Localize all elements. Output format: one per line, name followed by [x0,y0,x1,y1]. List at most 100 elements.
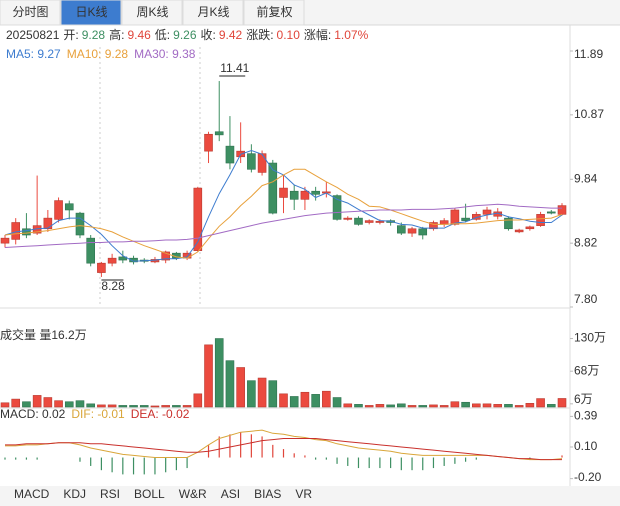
volume-bar [43,397,53,408]
volume-bar [32,395,42,408]
indicator-tab[interactable]: RSI [100,487,120,501]
indicator-tab[interactable]: VR [295,487,312,501]
low-label: 8.28 [101,279,125,293]
y-tick-label: -0.20 [574,470,602,484]
tab-bg[interactable] [121,0,183,26]
candle-body [225,145,235,164]
candle-body [257,153,267,173]
candle-body [214,131,224,136]
volume-bar [354,404,363,408]
legend-entry: MA10: 9.28 [67,47,129,61]
line [4,203,562,248]
tab-label[interactable]: 日K线 [75,5,107,19]
candle-body [247,153,256,170]
volume-bar [161,405,170,408]
indicator-tab[interactable]: KDJ [63,487,86,501]
volume-bar [343,403,353,408]
candle-body [0,237,10,244]
quote-label: 涨跌: [246,27,273,42]
volume-bar [11,398,21,408]
y-tick-label: 7.80 [574,292,598,306]
tab-bg[interactable] [0,0,61,26]
line [4,168,563,259]
candle-body [397,225,406,234]
volume-bar [546,404,556,408]
volume-bar [482,403,492,408]
volume-bar [525,403,535,408]
volume-bar [86,403,95,408]
volume-bar [225,360,235,408]
volume-bar [429,404,438,408]
volume-bar [289,396,299,408]
y-tick-label: 10.87 [574,107,604,121]
tab-bg[interactable] [243,0,305,26]
candle-body [11,222,21,240]
volume-bar [118,405,128,408]
legend-entry: MACD: 0.02 [0,407,66,421]
volume-bar [0,402,10,408]
quote-label: 收: [201,28,216,42]
line [5,438,562,461]
candle-body [75,212,85,236]
legend-entry: MA5: 9.27 [6,47,61,61]
candle-body [354,217,363,225]
volume-bar [364,405,374,408]
volume-bar [397,403,406,408]
candle-body [204,133,213,152]
quote-value: 0.10 [277,28,301,42]
candle-body [161,251,170,261]
indicator-tab[interactable]: MACD [14,487,50,501]
y-tick-label: 0.39 [574,409,598,423]
volume-bar [407,405,417,408]
volume-bar [472,403,481,408]
volume-bar [214,338,224,408]
tab-bg[interactable] [60,0,122,26]
candle-body [118,256,128,261]
volume-bar [75,400,85,408]
candle-body [375,220,385,223]
candle-body [22,228,31,236]
candle-body [546,211,556,214]
indicator-tab[interactable]: ASI [221,487,240,501]
y-tick-label: 9.84 [574,171,598,185]
indicator-tab[interactable]: BIAS [254,487,281,501]
volume-bar [247,380,256,408]
tab-bg[interactable] [182,0,244,26]
tab-label[interactable]: 前复权 [256,4,292,19]
candle-body [129,257,138,263]
y-tick-label: 6万 [574,392,593,406]
volume-bar [172,405,181,408]
indicator-tab[interactable]: BOLL [134,487,165,501]
indicator-tab[interactable]: W&R [179,487,207,501]
candle-body [64,203,74,211]
volume-bar [150,405,160,408]
volume-bar [193,393,203,408]
volume-bar [257,377,267,408]
quote-value: 9.42 [219,28,243,42]
legend-entry: DIF: -0.01 [71,407,125,421]
high-label: 11.41 [220,61,249,75]
candle-body [268,162,278,214]
quote-value: 1.07% [334,28,368,42]
volume-bar [182,405,192,408]
volume-bar [450,401,460,408]
quote-line: 20250821 开: 9.28 高: 9.46 低: 9.26 收: 9.42 涨跌: 0.10 涨… [6,27,369,42]
tab-label[interactable]: 周K线 [136,5,168,19]
volume-title: 成交量 量16.2万 [0,327,87,342]
tab-label[interactable]: 月K线 [197,5,229,19]
tab-label[interactable]: 分时图 [12,5,48,19]
y-tick-label: 0.10 [574,439,598,453]
legend-entry: MA30: 9.38 [134,47,196,61]
quote-label: 高: [109,27,124,42]
macd-legend: MACD: 0.02 DIF: -0.01 DEA: -0.02 [0,407,190,421]
candle-body [461,217,470,221]
candle-body [279,187,288,198]
volume-bar [332,397,342,408]
candle-body [289,190,299,200]
volume-bar [439,405,449,408]
volume-bar [557,398,567,408]
quote-value: 9.28 [82,28,106,42]
quote-value: 9.26 [173,28,197,42]
volume-bar [54,400,63,408]
